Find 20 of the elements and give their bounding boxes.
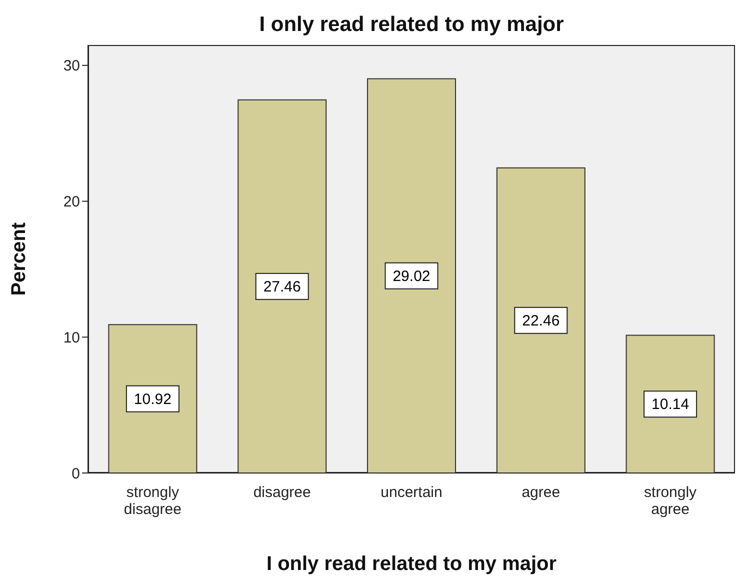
x-tick-label: uncertain bbox=[380, 484, 442, 501]
bar bbox=[238, 99, 327, 473]
x-tick-label: agree bbox=[522, 484, 560, 501]
bar bbox=[367, 78, 456, 473]
data-label: 29.02 bbox=[392, 268, 430, 285]
y-axis-title: Percent bbox=[8, 222, 30, 296]
bar bbox=[496, 167, 586, 473]
x-tick-label: disagree bbox=[253, 484, 311, 501]
x-tick-label: strongly agree bbox=[644, 484, 698, 518]
x-tick-label: strongly disagree bbox=[124, 484, 182, 518]
data-label: 10.92 bbox=[134, 390, 172, 408]
y-tick-label: 30 bbox=[63, 58, 80, 75]
chart-title: I only read related to my major bbox=[258, 13, 565, 37]
x-axis-title: I only read related to my major bbox=[266, 553, 557, 575]
data-label: 27.46 bbox=[263, 278, 301, 296]
y-tick-label: 10 bbox=[63, 329, 80, 346]
y-tick-label: 0 bbox=[72, 465, 80, 482]
data-label: 22.46 bbox=[522, 312, 560, 330]
y-tick-label: 20 bbox=[63, 194, 80, 211]
data-label: 10.14 bbox=[652, 396, 690, 414]
